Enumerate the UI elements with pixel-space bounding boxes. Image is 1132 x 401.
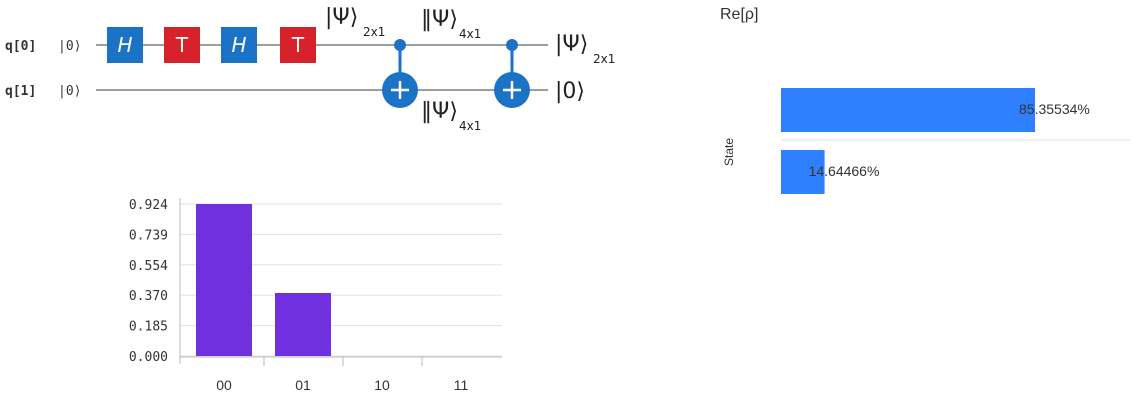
bar-value-label: 14.64466%	[809, 163, 880, 179]
y-axis-label: State	[722, 138, 736, 166]
output-state-q1: |0⟩	[555, 79, 585, 104]
y-tick-label: 0.924	[129, 198, 168, 213]
wire-init-state: |0⟩	[58, 84, 81, 99]
y-tick-label: 0.739	[129, 228, 168, 243]
x-tick-label: 11	[454, 377, 469, 393]
gate-t[interactable]: T	[164, 27, 200, 63]
cnot-gate[interactable]	[494, 39, 530, 108]
svg-text:|Ψ⟩: |Ψ⟩	[325, 5, 358, 30]
svg-text:2x1: 2x1	[593, 52, 615, 66]
bar-01	[275, 292, 331, 356]
density-matrix-title: Re[ρ]	[720, 6, 759, 23]
y-tick-label: 0.000	[129, 350, 168, 365]
svg-text:4x1: 4x1	[459, 119, 481, 133]
gate-label: H	[117, 33, 132, 57]
wire-init-state: |0⟩	[58, 39, 81, 54]
state-label-psi-4x1: ‖Ψ⟩4x1	[421, 99, 481, 133]
cnot-gate[interactable]	[382, 39, 418, 108]
x-tick-label: 10	[374, 377, 390, 393]
x-tick-label: 00	[216, 377, 232, 393]
gate-h[interactable]: H	[107, 27, 143, 63]
svg-text:2x1: 2x1	[363, 25, 385, 39]
bar-00	[196, 204, 252, 356]
output-state-q0: |Ψ⟩ 2x1	[555, 32, 615, 66]
wire-label-q0: q[0]	[5, 39, 36, 54]
gate-label: H	[231, 33, 246, 57]
gate-label: T	[175, 33, 189, 57]
state-bar-0	[781, 88, 1035, 132]
svg-text:4x1: 4x1	[459, 27, 481, 41]
svg-text:|0⟩: |0⟩	[555, 79, 585, 104]
bar-value-label: 85.35534%	[1019, 101, 1090, 117]
state-bar-1	[781, 150, 825, 194]
gate-label: T	[291, 33, 305, 57]
y-tick-label: 0.370	[129, 289, 168, 304]
gate-h[interactable]: H	[221, 27, 257, 63]
y-tick-label: 0.554	[129, 259, 168, 274]
svg-text:‖Ψ⟩: ‖Ψ⟩	[421, 7, 458, 32]
gate-t[interactable]: T	[280, 27, 316, 63]
y-tick-label: 0.185	[129, 320, 168, 335]
svg-text:|Ψ⟩: |Ψ⟩	[555, 32, 588, 57]
x-tick-label: 01	[295, 377, 311, 393]
svg-text:‖Ψ⟩: ‖Ψ⟩	[421, 99, 458, 124]
state-label-psi-2x1: |Ψ⟩ 2x1	[325, 5, 385, 39]
wire-label-q1: q[1]	[5, 84, 36, 99]
state-label-psi-4x1: ‖Ψ⟩4x1	[421, 7, 481, 41]
